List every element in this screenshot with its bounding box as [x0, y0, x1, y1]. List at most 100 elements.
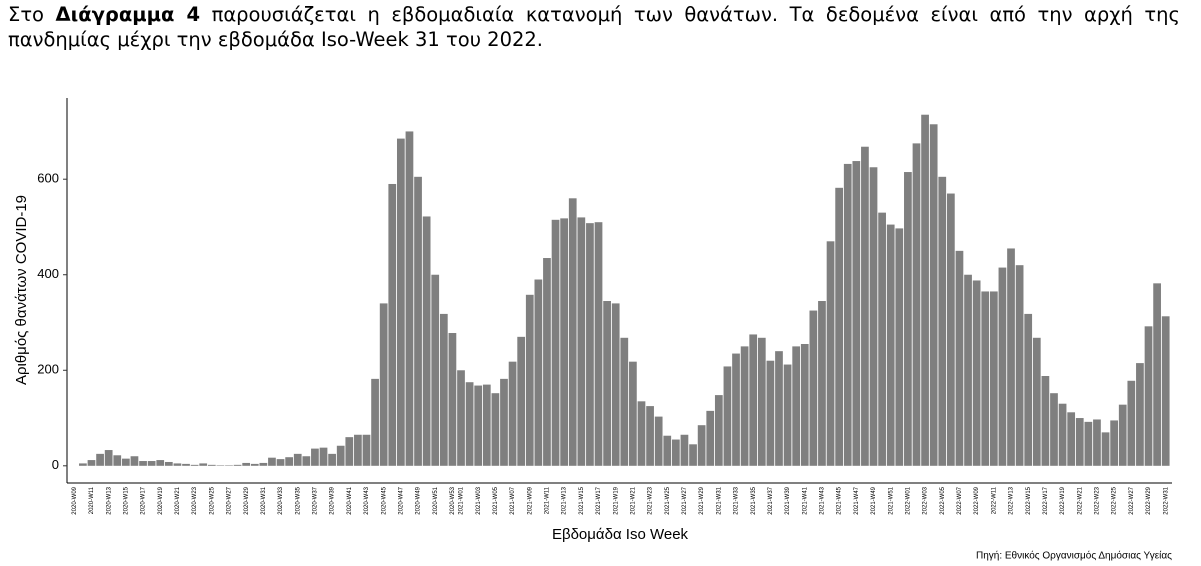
x-tick-label: 2020-W49 — [416, 486, 422, 514]
x-tick-label: 2021-W23 — [648, 486, 654, 514]
bar — [491, 393, 500, 466]
x-tick-label: 2020-W33 — [278, 486, 284, 514]
x-tick-label: 2021-W21 — [630, 486, 636, 514]
bar — [311, 448, 319, 466]
bar — [465, 382, 474, 466]
y-tick-label: 600 — [37, 171, 59, 186]
x-tick-label: 2022-W23 — [1095, 486, 1101, 514]
x-tick-label: 2022-W25 — [1112, 486, 1118, 514]
bar — [732, 353, 740, 466]
intro-paragraph: Στο Διάγραμμα 4 παρουσιάζεται η εβδομαδι… — [8, 2, 1180, 52]
x-tick-label: 2021-W07 — [510, 486, 516, 514]
bar — [345, 437, 354, 466]
bar — [242, 462, 251, 466]
bar — [878, 212, 886, 466]
bar — [577, 217, 586, 466]
x-tick-label: 2021-W35 — [751, 486, 757, 514]
bar — [79, 463, 87, 466]
bar — [706, 410, 715, 466]
x-tick-label: 2022-W09 — [974, 486, 980, 514]
x-tick-label: 2020-W43 — [364, 486, 370, 514]
bar — [680, 434, 689, 466]
x-tick-label: 2021-W39 — [785, 486, 791, 514]
x-tick-label: 2021-W17 — [596, 486, 602, 514]
bar — [740, 346, 749, 466]
bar — [87, 460, 96, 466]
bar — [525, 294, 534, 466]
bar — [285, 457, 294, 466]
bar — [396, 138, 405, 466]
x-tick-label: 2020-W19 — [158, 486, 164, 514]
y-tick-label: 400 — [37, 266, 59, 281]
bar — [534, 279, 543, 466]
x-tick-label: 2020-W13 — [106, 486, 112, 514]
bar — [371, 378, 379, 466]
bar — [989, 291, 998, 466]
bar — [929, 124, 938, 466]
bar — [981, 291, 990, 466]
bar — [139, 461, 147, 466]
bar — [843, 163, 852, 466]
bar — [1144, 326, 1153, 466]
bar — [414, 176, 422, 466]
bar — [354, 434, 362, 466]
bar — [1024, 313, 1033, 466]
bar — [895, 228, 904, 466]
bar — [268, 457, 276, 466]
x-tick-label: 2021-W13 — [562, 486, 568, 514]
bar — [1093, 419, 1101, 466]
bar — [809, 310, 818, 466]
x-tick-label: 2020-W39 — [330, 486, 336, 514]
bar — [757, 337, 766, 466]
bar — [904, 172, 912, 466]
x-tick-label: 2022-W19 — [1060, 486, 1066, 514]
bar — [955, 250, 964, 466]
x-tick-label: 2020-W23 — [192, 486, 198, 514]
bar — [921, 114, 929, 466]
bar — [783, 364, 792, 466]
bar — [663, 435, 672, 466]
bar — [500, 378, 508, 466]
x-tick-label: 2021-W27 — [682, 486, 688, 514]
bar — [207, 464, 216, 466]
x-tick-label: 2020-W45 — [381, 486, 387, 514]
bar — [1084, 421, 1093, 466]
bar — [431, 274, 440, 466]
bar — [362, 434, 371, 466]
x-tick-label: 2022-W15 — [1026, 486, 1032, 514]
bar — [826, 241, 835, 466]
bar — [276, 459, 285, 466]
bar — [448, 333, 457, 466]
x-tick-label: 2021-W47 — [854, 486, 860, 514]
bar — [594, 222, 603, 466]
x-tick-label: 2020-W15 — [123, 486, 129, 514]
x-tick-label: 2021-W03 — [476, 486, 482, 514]
bar — [439, 313, 448, 466]
bar — [775, 351, 783, 466]
bar — [457, 370, 465, 466]
bar — [113, 455, 122, 466]
bar — [551, 219, 560, 466]
bar — [328, 453, 336, 466]
bar — [121, 458, 130, 466]
x-tick-label: 2021-W11 — [545, 486, 551, 514]
x-tick-label: 2020-W35 — [295, 486, 301, 514]
x-tick-label: 2020-W47 — [398, 486, 404, 514]
bar — [560, 218, 569, 466]
bar — [835, 187, 844, 466]
bar — [379, 303, 388, 466]
x-tick-label: 2022-W13 — [1009, 486, 1015, 514]
x-axis-title: Εβδομάδα Iso Week — [552, 526, 689, 543]
bar — [938, 176, 947, 466]
bar — [1067, 412, 1076, 466]
x-tick-label: 2020-W51 — [433, 486, 439, 514]
bar — [1127, 380, 1136, 466]
bar — [629, 361, 637, 466]
bar — [1136, 363, 1144, 466]
bar — [474, 385, 483, 466]
x-tick-label: 2022-W21 — [1077, 486, 1083, 514]
x-tick-label: 2020-W25 — [209, 486, 215, 514]
x-tick-label: 2020-W11 — [89, 486, 95, 514]
x-tick-label: 2020-W37 — [313, 486, 319, 514]
